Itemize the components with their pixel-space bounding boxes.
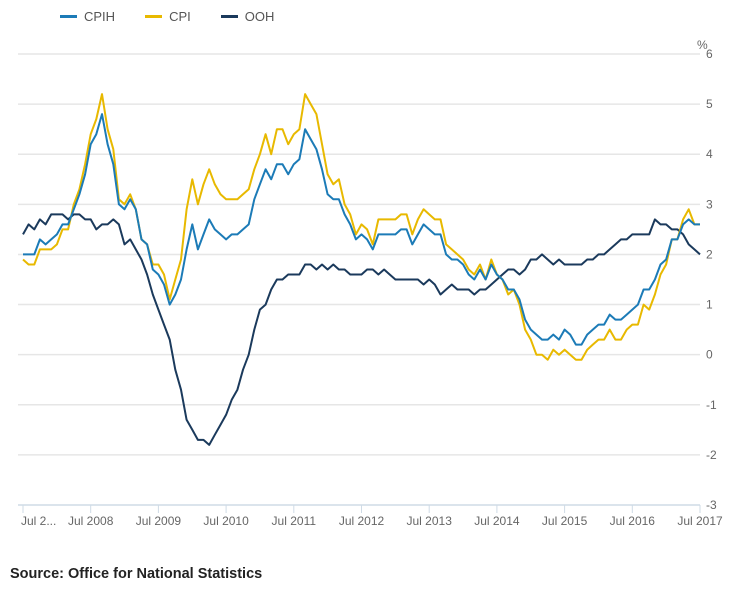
legend-label-ooh: OOH (244, 9, 275, 24)
y-tick-label: 3 (706, 197, 713, 211)
legend-label-cpih: CPIH (84, 9, 116, 24)
x-tick-label: Jul 2012 (339, 514, 385, 528)
series-line-ooh (22, 213, 701, 446)
x-tick-label: Jul 2008 (68, 514, 114, 528)
legend-swatch-cpi (145, 15, 163, 18)
y-unit-label: % (697, 38, 708, 52)
y-tick-label: 4 (706, 147, 713, 161)
source-note: Source: Office for National Statistics (10, 566, 263, 582)
x-tick-label: Jul 2013 (407, 514, 453, 528)
legend-swatch-ooh (220, 15, 238, 18)
x-tick-label: Jul 2010 (203, 514, 249, 528)
x-tick-label: Jul 2014 (474, 514, 520, 528)
y-tick-label: -1 (706, 398, 717, 412)
y-tick-label: 5 (706, 97, 713, 111)
series-line-cpi (22, 93, 700, 361)
line-chart: 6 5 4 3 2 1 0 -1 -2 -3 Jul 2... Jul 2008 Jul 2009 Jul… (18, 38, 723, 528)
legend-item-cpi[interactable]: CPI (145, 9, 191, 24)
x-tick-label: Jul 2... (21, 514, 56, 528)
y-tick-label: -2 (706, 448, 717, 462)
legend-item-cpih[interactable]: CPIH (60, 9, 115, 24)
y-tick-label: 0 (706, 348, 713, 362)
chart-legend: CPIH CPI OOH (60, 9, 274, 24)
x-tick-label: Jul 2015 (542, 514, 588, 528)
y-tick-label: 6 (706, 47, 713, 61)
x-tick-label: Jul 2011 (272, 514, 317, 528)
x-tick-label: Jul 2017 (677, 514, 723, 528)
legend-swatch-cpih (60, 15, 77, 18)
series-line-cpih (23, 113, 700, 346)
x-tick-label: Jul 2016 (610, 514, 656, 528)
legend-label-cpi: CPI (169, 9, 191, 24)
y-tick-label: 1 (706, 298, 713, 312)
legend-item-ooh[interactable]: OOH (220, 9, 275, 24)
y-tick-label: 2 (706, 247, 713, 261)
y-tick-label: -3 (706, 498, 717, 512)
x-tick-label: Jul 2009 (136, 514, 182, 528)
